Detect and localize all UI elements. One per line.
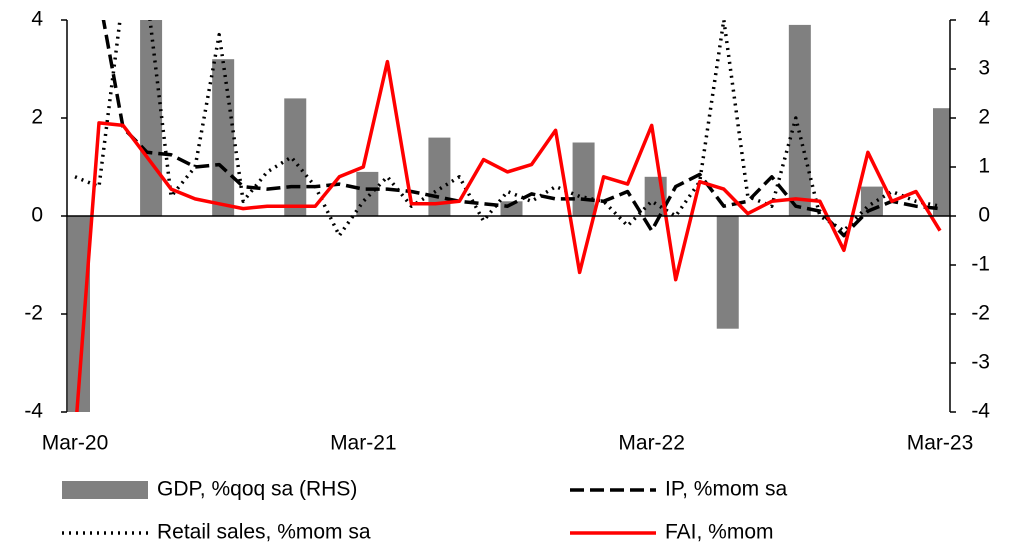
line-series [101, 20, 941, 238]
bar [860, 186, 883, 216]
plot-area [68, 20, 950, 412]
x-tick-label: Mar-22 [618, 432, 685, 455]
x-tick-label: Mar-20 [42, 432, 109, 455]
y2-tick-label: 0 [978, 204, 990, 227]
y2-tick-label: 3 [978, 57, 990, 80]
y2-tick-label: -1 [971, 253, 990, 276]
legend-label: IP, %mom sa [665, 478, 787, 501]
legend-label: Retail sales, %mom sa [157, 521, 371, 544]
y2-tick-label: -2 [971, 302, 990, 325]
legend-swatch [62, 481, 148, 499]
bar [933, 108, 950, 216]
y2-tick-label: 4 [978, 8, 990, 31]
bar [572, 142, 595, 216]
y-tick-label: -2 [24, 302, 43, 325]
y-tick-label: 2 [31, 106, 43, 129]
y-tick-label: 0 [31, 204, 43, 227]
y-tick-label: -4 [24, 400, 43, 423]
x-tick-label: Mar-21 [330, 432, 397, 455]
y2-tick-label: -4 [971, 400, 990, 423]
y2-tick-label: -3 [971, 351, 990, 374]
x-tick-label: Mar-23 [907, 432, 974, 455]
bar [284, 98, 307, 216]
bar [68, 216, 90, 412]
bar [788, 24, 811, 217]
legend-label: FAI, %mom [665, 521, 774, 544]
y2-tick-label: 1 [978, 155, 990, 178]
bar [140, 20, 163, 216]
line-series [74, 20, 941, 238]
bar [716, 216, 739, 329]
legend-label: GDP, %qoq sa (RHS) [157, 478, 357, 501]
bar [356, 171, 379, 216]
y2-tick-label: 2 [978, 106, 990, 129]
y-tick-label: 4 [31, 8, 43, 31]
bar [212, 59, 235, 217]
line-series [75, 59, 942, 412]
